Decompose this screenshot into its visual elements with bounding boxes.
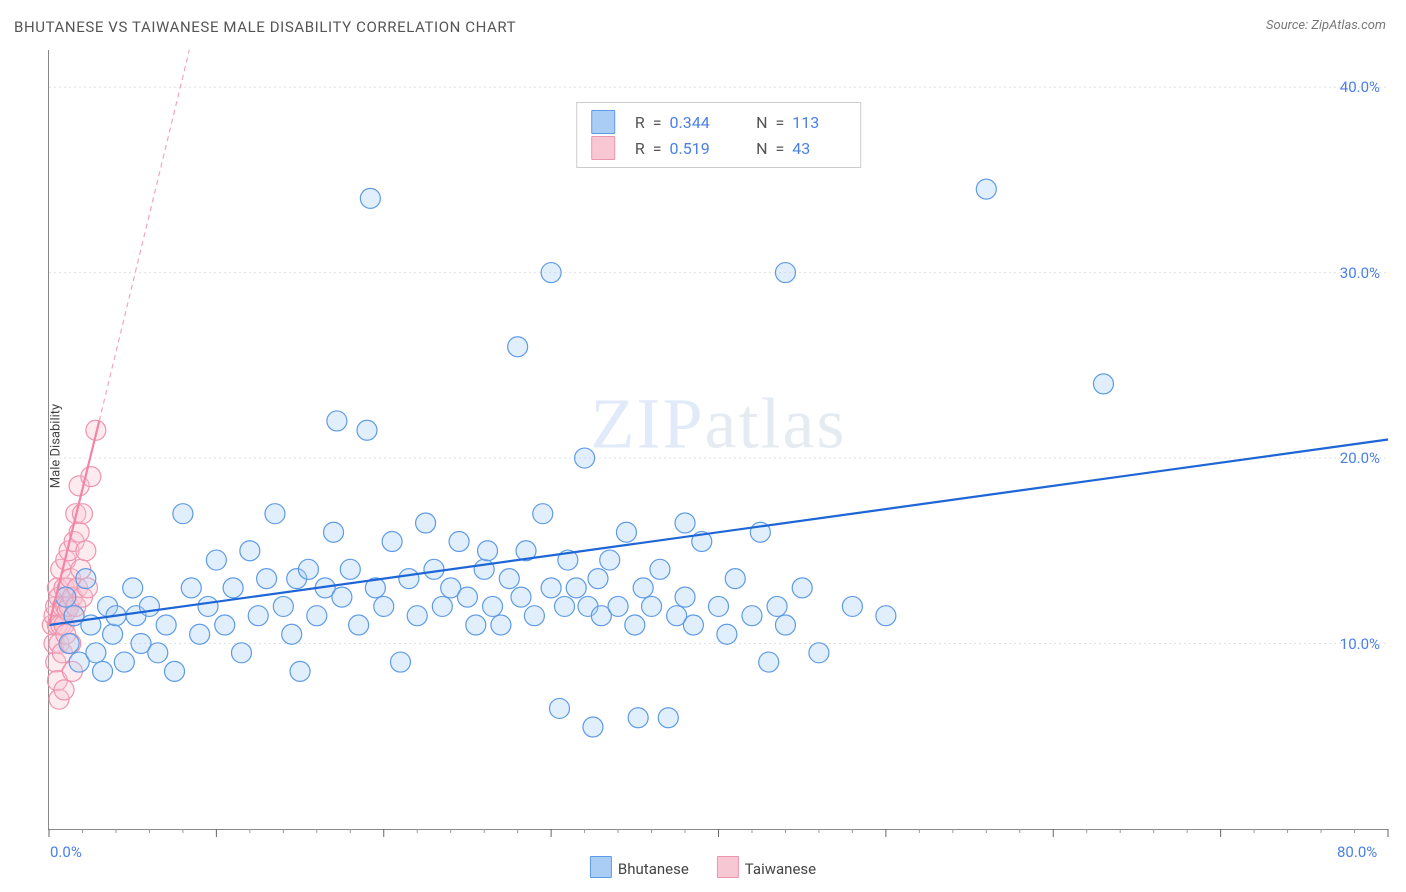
legend-label: Bhutanese <box>618 860 689 878</box>
stats-legend: R=0.344N=113R=0.519N=43 <box>576 102 862 168</box>
legend-swatch <box>591 136 615 160</box>
legend-item: Taiwanese <box>717 856 816 878</box>
legend-equals: = <box>649 113 666 132</box>
stats-legend-row: R=0.344N=113 <box>591 109 847 135</box>
legend-swatch <box>590 856 612 878</box>
legend-r-value: 0.519 <box>670 139 724 158</box>
legend-n-value: 43 <box>792 139 846 158</box>
chart-title: BHUTANESE VS TAIWANESE MALE DISABILITY C… <box>14 18 516 36</box>
legend-equals: = <box>649 139 666 158</box>
legend-item: Bhutanese <box>590 856 689 878</box>
y-tick-label: 30.0% <box>1340 264 1380 282</box>
legend-n-label: N <box>750 113 768 132</box>
y-tick-label: 20.0% <box>1340 449 1380 467</box>
series-legend: Bhutanese Taiwanese <box>590 856 816 878</box>
x-tick-label: 0.0% <box>50 843 82 861</box>
legend-swatch <box>591 110 615 134</box>
legend-r-label: R <box>627 113 645 132</box>
legend-equals: = <box>772 113 789 132</box>
plot-area: ZIPatlas 10.0%20.0%30.0%40.0% R=0.344N=1… <box>48 50 1388 830</box>
legend-r-value: 0.344 <box>670 113 724 132</box>
y-tick-label: 10.0% <box>1340 635 1380 653</box>
legend-n-value: 113 <box>792 113 846 132</box>
legend-n-label: N <box>750 139 768 158</box>
legend-label: Taiwanese <box>745 860 816 878</box>
chart-container: BHUTANESE VS TAIWANESE MALE DISABILITY C… <box>0 0 1406 892</box>
legend-equals: = <box>772 139 789 158</box>
legend-swatch <box>717 856 739 878</box>
legend-r-label: R <box>627 139 645 158</box>
stats-legend-row: R=0.519N=43 <box>591 135 847 161</box>
y-tick-label: 40.0% <box>1340 78 1380 96</box>
source-attribution: Source: ZipAtlas.com <box>1266 18 1386 33</box>
x-tick-label: 80.0% <box>1337 843 1398 861</box>
